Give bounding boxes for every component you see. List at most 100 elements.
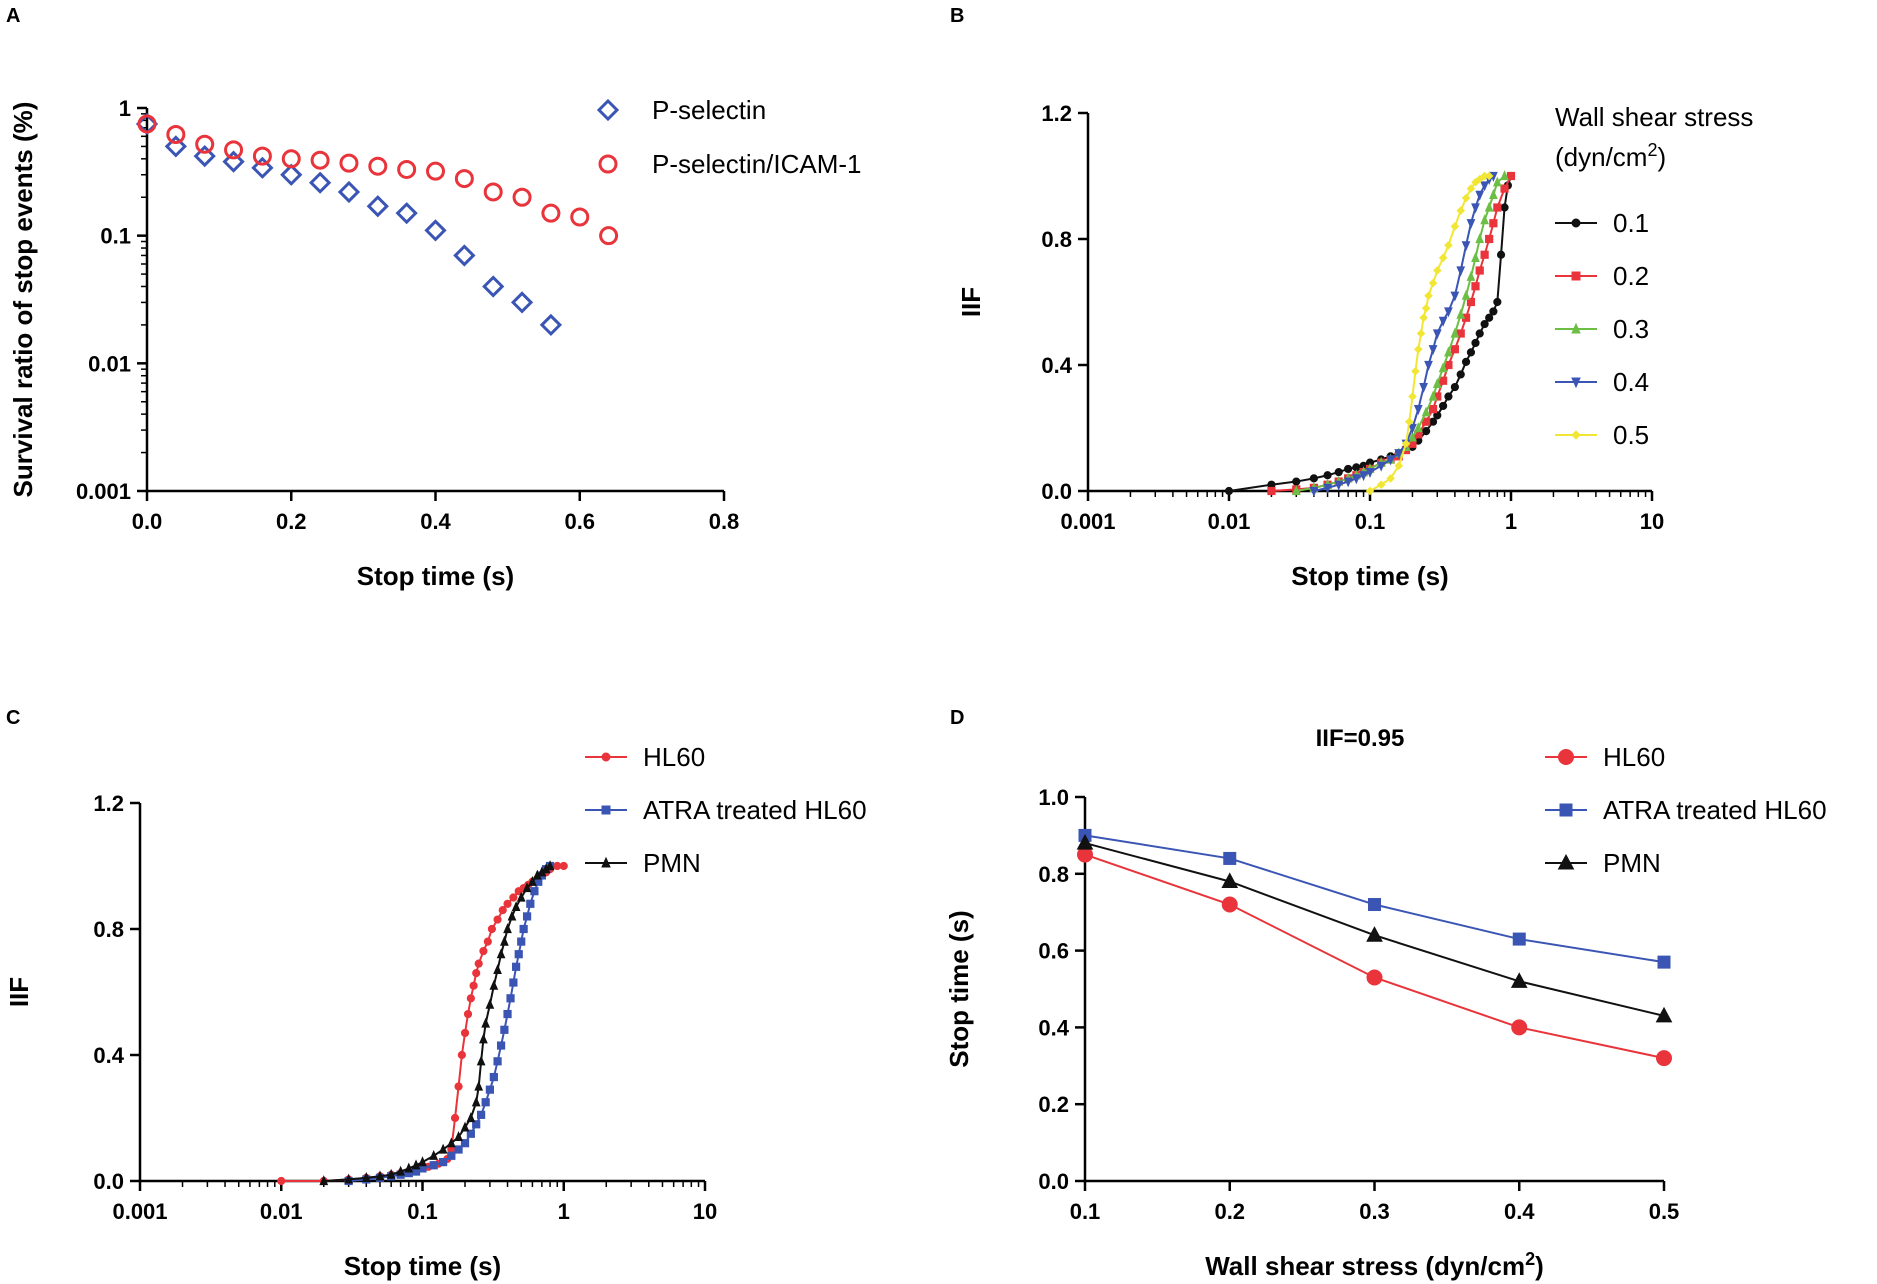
legend-marker [601, 805, 611, 815]
data-point [308, 171, 332, 194]
legend-entry: 0.2 [1555, 261, 1649, 291]
data-point [503, 923, 512, 934]
data-point [366, 195, 389, 218]
legend-label: HL60 [1603, 742, 1665, 772]
y-tick-label: 0.1 [100, 224, 131, 249]
data-point [1461, 193, 1471, 203]
data-point [466, 1112, 476, 1123]
x-tick-label: 0.01 [1208, 509, 1251, 534]
data-point [1439, 401, 1448, 411]
data-point [447, 1151, 456, 1160]
legend-label: 0.5 [1613, 420, 1649, 450]
data-point [1221, 872, 1239, 888]
data-point [281, 149, 301, 169]
data-point [454, 1082, 463, 1091]
data-point [361, 1172, 371, 1182]
series-pmn [1076, 834, 1673, 1023]
data-point [1450, 382, 1459, 392]
data-point [1432, 329, 1442, 340]
data-point [485, 1085, 494, 1094]
data-point [1471, 252, 1480, 262]
series-p-selectin-icam-1 [137, 114, 619, 246]
series-0-4 [1309, 171, 1498, 497]
data-point [512, 962, 521, 971]
data-point [411, 1159, 421, 1170]
data-point [1456, 370, 1465, 379]
data-point [493, 964, 502, 975]
data-point [507, 910, 517, 921]
data-point [1485, 313, 1494, 322]
data-point [1421, 406, 1431, 417]
data-point [1493, 297, 1502, 307]
legend-marker [1558, 749, 1574, 765]
data-point [1438, 316, 1448, 327]
x-axis-title: Stop time (s) [1291, 561, 1448, 591]
y-tick-label: 0.4 [93, 1043, 124, 1068]
y-tick-label: 1.0 [1038, 785, 1069, 810]
y-tick-label: 0.8 [1038, 862, 1069, 887]
data-point [1496, 250, 1506, 259]
data-point [251, 156, 274, 179]
data-point [483, 182, 503, 202]
data-point [1471, 338, 1480, 348]
y-tick-label: 0.0 [1041, 479, 1072, 504]
series-line [348, 865, 551, 1182]
data-point [1419, 313, 1428, 323]
y-tick-label: 0.01 [88, 351, 131, 376]
data-point [1500, 203, 1509, 212]
data-point [463, 1009, 473, 1019]
data-point [396, 1165, 405, 1176]
data-point [1416, 329, 1426, 338]
data-point [496, 948, 506, 959]
data-point [1484, 201, 1494, 212]
y-axis-title: Survival ratio of stop events (%) [8, 102, 38, 498]
y-axis-title: IIF [4, 977, 34, 1007]
y-tick-label: 0.0 [1038, 1169, 1069, 1194]
x-tick-label: 0.4 [420, 509, 451, 534]
data-point [1489, 189, 1498, 199]
legend-entry: ATRA treated HL60 [585, 795, 867, 825]
x-tick-label: 0.6 [564, 509, 595, 534]
data-point [344, 1173, 354, 1184]
x-tick-label: 1 [1505, 509, 1517, 534]
data-point [477, 1110, 486, 1119]
data-point [1413, 344, 1423, 354]
data-point [454, 1145, 463, 1154]
data-point [489, 979, 499, 990]
data-point [1428, 417, 1438, 426]
data-point [450, 1113, 460, 1123]
data-point [1475, 329, 1484, 338]
panel-letter-d: D [950, 707, 964, 729]
data-point [1461, 289, 1471, 300]
series-hl60 [277, 861, 568, 1186]
data-point [1408, 423, 1417, 434]
x-tick-label: 0.0 [132, 509, 163, 534]
data-point [522, 912, 532, 921]
data-point [1439, 376, 1448, 385]
series-atra-treated-hl60 [1078, 828, 1671, 969]
series-line [1084, 853, 1665, 1060]
data-point [277, 1176, 286, 1186]
legend-entry: P-selectin/ICAM-1 [598, 149, 862, 179]
data-point [1224, 486, 1234, 496]
data-point [1221, 896, 1238, 913]
data-point [1492, 176, 1502, 187]
data-point [1444, 392, 1453, 401]
y-axis-title: IIF [956, 287, 986, 317]
data-point [509, 978, 518, 987]
data-point [337, 180, 361, 204]
data-point [1365, 468, 1375, 478]
data-point [1344, 464, 1353, 474]
legend-entry: 0.3 [1555, 314, 1649, 344]
data-point [1428, 405, 1438, 414]
data-point [1456, 266, 1466, 277]
series-line [281, 865, 564, 1182]
data-point [489, 1072, 498, 1082]
legend-label: P-selectin/ICAM-1 [652, 149, 862, 179]
y-tick-label: 1.2 [1041, 101, 1072, 126]
data-point [481, 1017, 491, 1028]
data-point [1424, 291, 1433, 301]
data-point [319, 1175, 329, 1186]
data-point [474, 1080, 484, 1091]
